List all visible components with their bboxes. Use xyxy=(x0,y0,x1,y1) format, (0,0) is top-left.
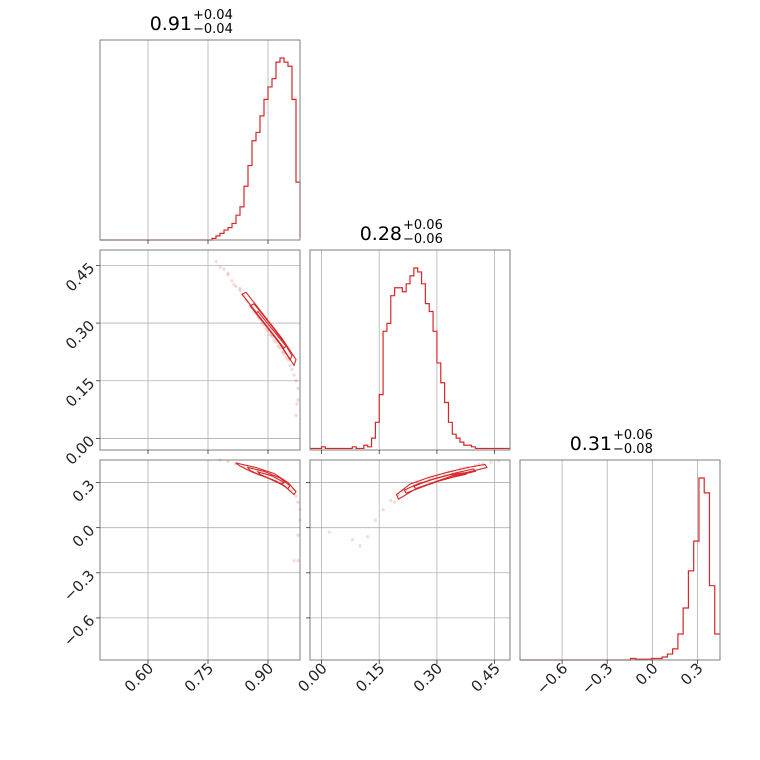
pair-1-2-sample-3 xyxy=(366,535,370,539)
pair-0-2-contour-2 xyxy=(256,471,286,485)
pair-1-2-sample-5 xyxy=(381,508,385,512)
pair-1-2-sample-2 xyxy=(358,544,362,548)
pair-0-1-sample-24 xyxy=(276,344,280,348)
ytick-label-param-1-3: 0.45 xyxy=(62,259,98,295)
pair-1-2-sample-6 xyxy=(389,499,393,503)
ytick-label-param-1-2: 0.30 xyxy=(62,317,98,353)
pair-1-2-sample-0 xyxy=(327,530,331,534)
pair-0-1-sample-39 xyxy=(238,286,242,291)
pair-0-1-sample-20 xyxy=(268,333,272,337)
pair-1-2-sample-4 xyxy=(373,518,377,522)
pair-0-1-sample-26 xyxy=(280,350,284,354)
xtick-label-param-2-3: 0.3 xyxy=(677,659,707,689)
pair-0-1-sample-31 xyxy=(290,367,294,371)
histogram-param-1 xyxy=(310,267,510,450)
pair-0-1-sample-3 xyxy=(226,273,230,277)
pair-0-1-sample-0 xyxy=(214,259,218,264)
data-layer xyxy=(100,57,720,661)
xtick-label-param-1-2: 0.30 xyxy=(410,659,446,695)
histogram-param-2 xyxy=(520,477,720,661)
pair-0-1-sample-23 xyxy=(274,340,278,344)
title-value-param-1: 0.28 xyxy=(360,223,402,245)
pair-0-2-sample-17 xyxy=(296,559,300,563)
pair-0-1-sample-28 xyxy=(284,356,288,360)
ytick-label-param-1-1: 0.15 xyxy=(62,374,98,410)
pair-0-2-sample-11 xyxy=(290,488,294,492)
pair-0-1-sample-32 xyxy=(292,373,296,377)
pair-0-1-sample-34 xyxy=(296,386,300,391)
pair-0-1-sample-36 xyxy=(294,413,298,417)
frames-layer xyxy=(99,39,721,661)
title-upper-param-1: +0.06 xyxy=(403,218,443,233)
pair-0-2-sample-1 xyxy=(226,459,230,464)
pair-0-1-sample-38 xyxy=(226,271,230,275)
ytick-label-param-2-3: 0.3 xyxy=(69,476,99,506)
pair-0-1-sample-6 xyxy=(234,284,238,289)
pair-1-2-frame xyxy=(309,459,511,661)
pair-0-1-sample-35 xyxy=(296,398,300,402)
pair-0-1-sample-2 xyxy=(222,267,226,271)
pair-0-1-sample-29 xyxy=(286,358,290,362)
title-upper-param-0: +0.04 xyxy=(193,8,233,23)
xtick-label-param-0-2: 0.90 xyxy=(241,659,277,695)
pair-0-1-sample-22 xyxy=(272,338,276,342)
histogram-frame-param-0 xyxy=(99,39,301,241)
ytick-label-param-1-0: 0.00 xyxy=(62,432,98,468)
pair-0-1-sample-4 xyxy=(230,279,234,283)
pair-0-1-sample-37 xyxy=(295,402,299,406)
ytick-label-param-2-0: −0.6 xyxy=(60,612,98,650)
pair-0-1-sample-33 xyxy=(294,379,298,383)
pair-0-2-sample-18 xyxy=(292,559,296,563)
histogram-frame-param-1 xyxy=(309,249,511,451)
title-value-param-0: 0.91 xyxy=(150,13,192,35)
pair-0-2-sample-16 xyxy=(296,533,300,537)
xtick-label-param-2-1: −0.3 xyxy=(578,659,616,697)
histogram-param-0 xyxy=(100,57,301,241)
grid-layer xyxy=(100,40,698,660)
pair-0-1-sample-1 xyxy=(218,265,222,269)
pair-0-2-contour-1 xyxy=(246,466,291,490)
title-lower-param-2: −0.08 xyxy=(613,442,653,457)
pair-1-2-sample-1 xyxy=(350,538,354,542)
pair-0-2-contour-0 xyxy=(235,462,297,496)
pair-1-2-sample-19 xyxy=(489,460,493,464)
ytick-label-param-2-2: 0.0 xyxy=(69,521,99,551)
xtick-label-param-1-3: 0.45 xyxy=(467,659,503,695)
pair-0-1-sample-30 xyxy=(288,363,292,367)
pair-1-2-sample-22 xyxy=(393,500,397,504)
pair-0-1-frame xyxy=(99,249,301,451)
pair-0-1-contour-2 xyxy=(255,310,287,349)
xtick-label-param-0-0: 0.60 xyxy=(121,659,157,695)
pair-0-1-sample-21 xyxy=(270,334,274,339)
xtick-label-param-2-0: −0.6 xyxy=(533,659,571,697)
pair-0-2-sample-12 xyxy=(294,494,298,498)
pair-0-2-frame xyxy=(99,459,301,661)
ytick-label-param-2-1: −0.3 xyxy=(60,566,98,604)
histogram-frame-param-2 xyxy=(519,459,721,661)
title-value-param-2: 0.31 xyxy=(570,433,612,455)
title-lower-param-1: −0.06 xyxy=(403,232,443,247)
xtick-label-param-1-1: 0.15 xyxy=(352,659,388,695)
pair-0-1-sample-25 xyxy=(278,346,282,350)
ticks-layer xyxy=(96,240,698,664)
pair-1-2-contour-2 xyxy=(412,472,468,490)
pair-0-1-sample-18 xyxy=(264,327,268,331)
xtick-label-param-1-0: 0.00 xyxy=(294,659,330,695)
pair-0-1-sample-5 xyxy=(232,283,236,287)
xtick-label-param-2-2: 0.0 xyxy=(632,659,662,689)
pair-0-1-sample-7 xyxy=(238,288,242,292)
title-upper-param-2: +0.06 xyxy=(613,428,653,443)
pair-0-1-sample-27 xyxy=(282,352,286,356)
pair-0-2-sample-13 xyxy=(296,500,300,504)
xtick-label-param-0-1: 0.75 xyxy=(181,659,217,695)
title-lower-param-0: −0.04 xyxy=(193,22,233,37)
